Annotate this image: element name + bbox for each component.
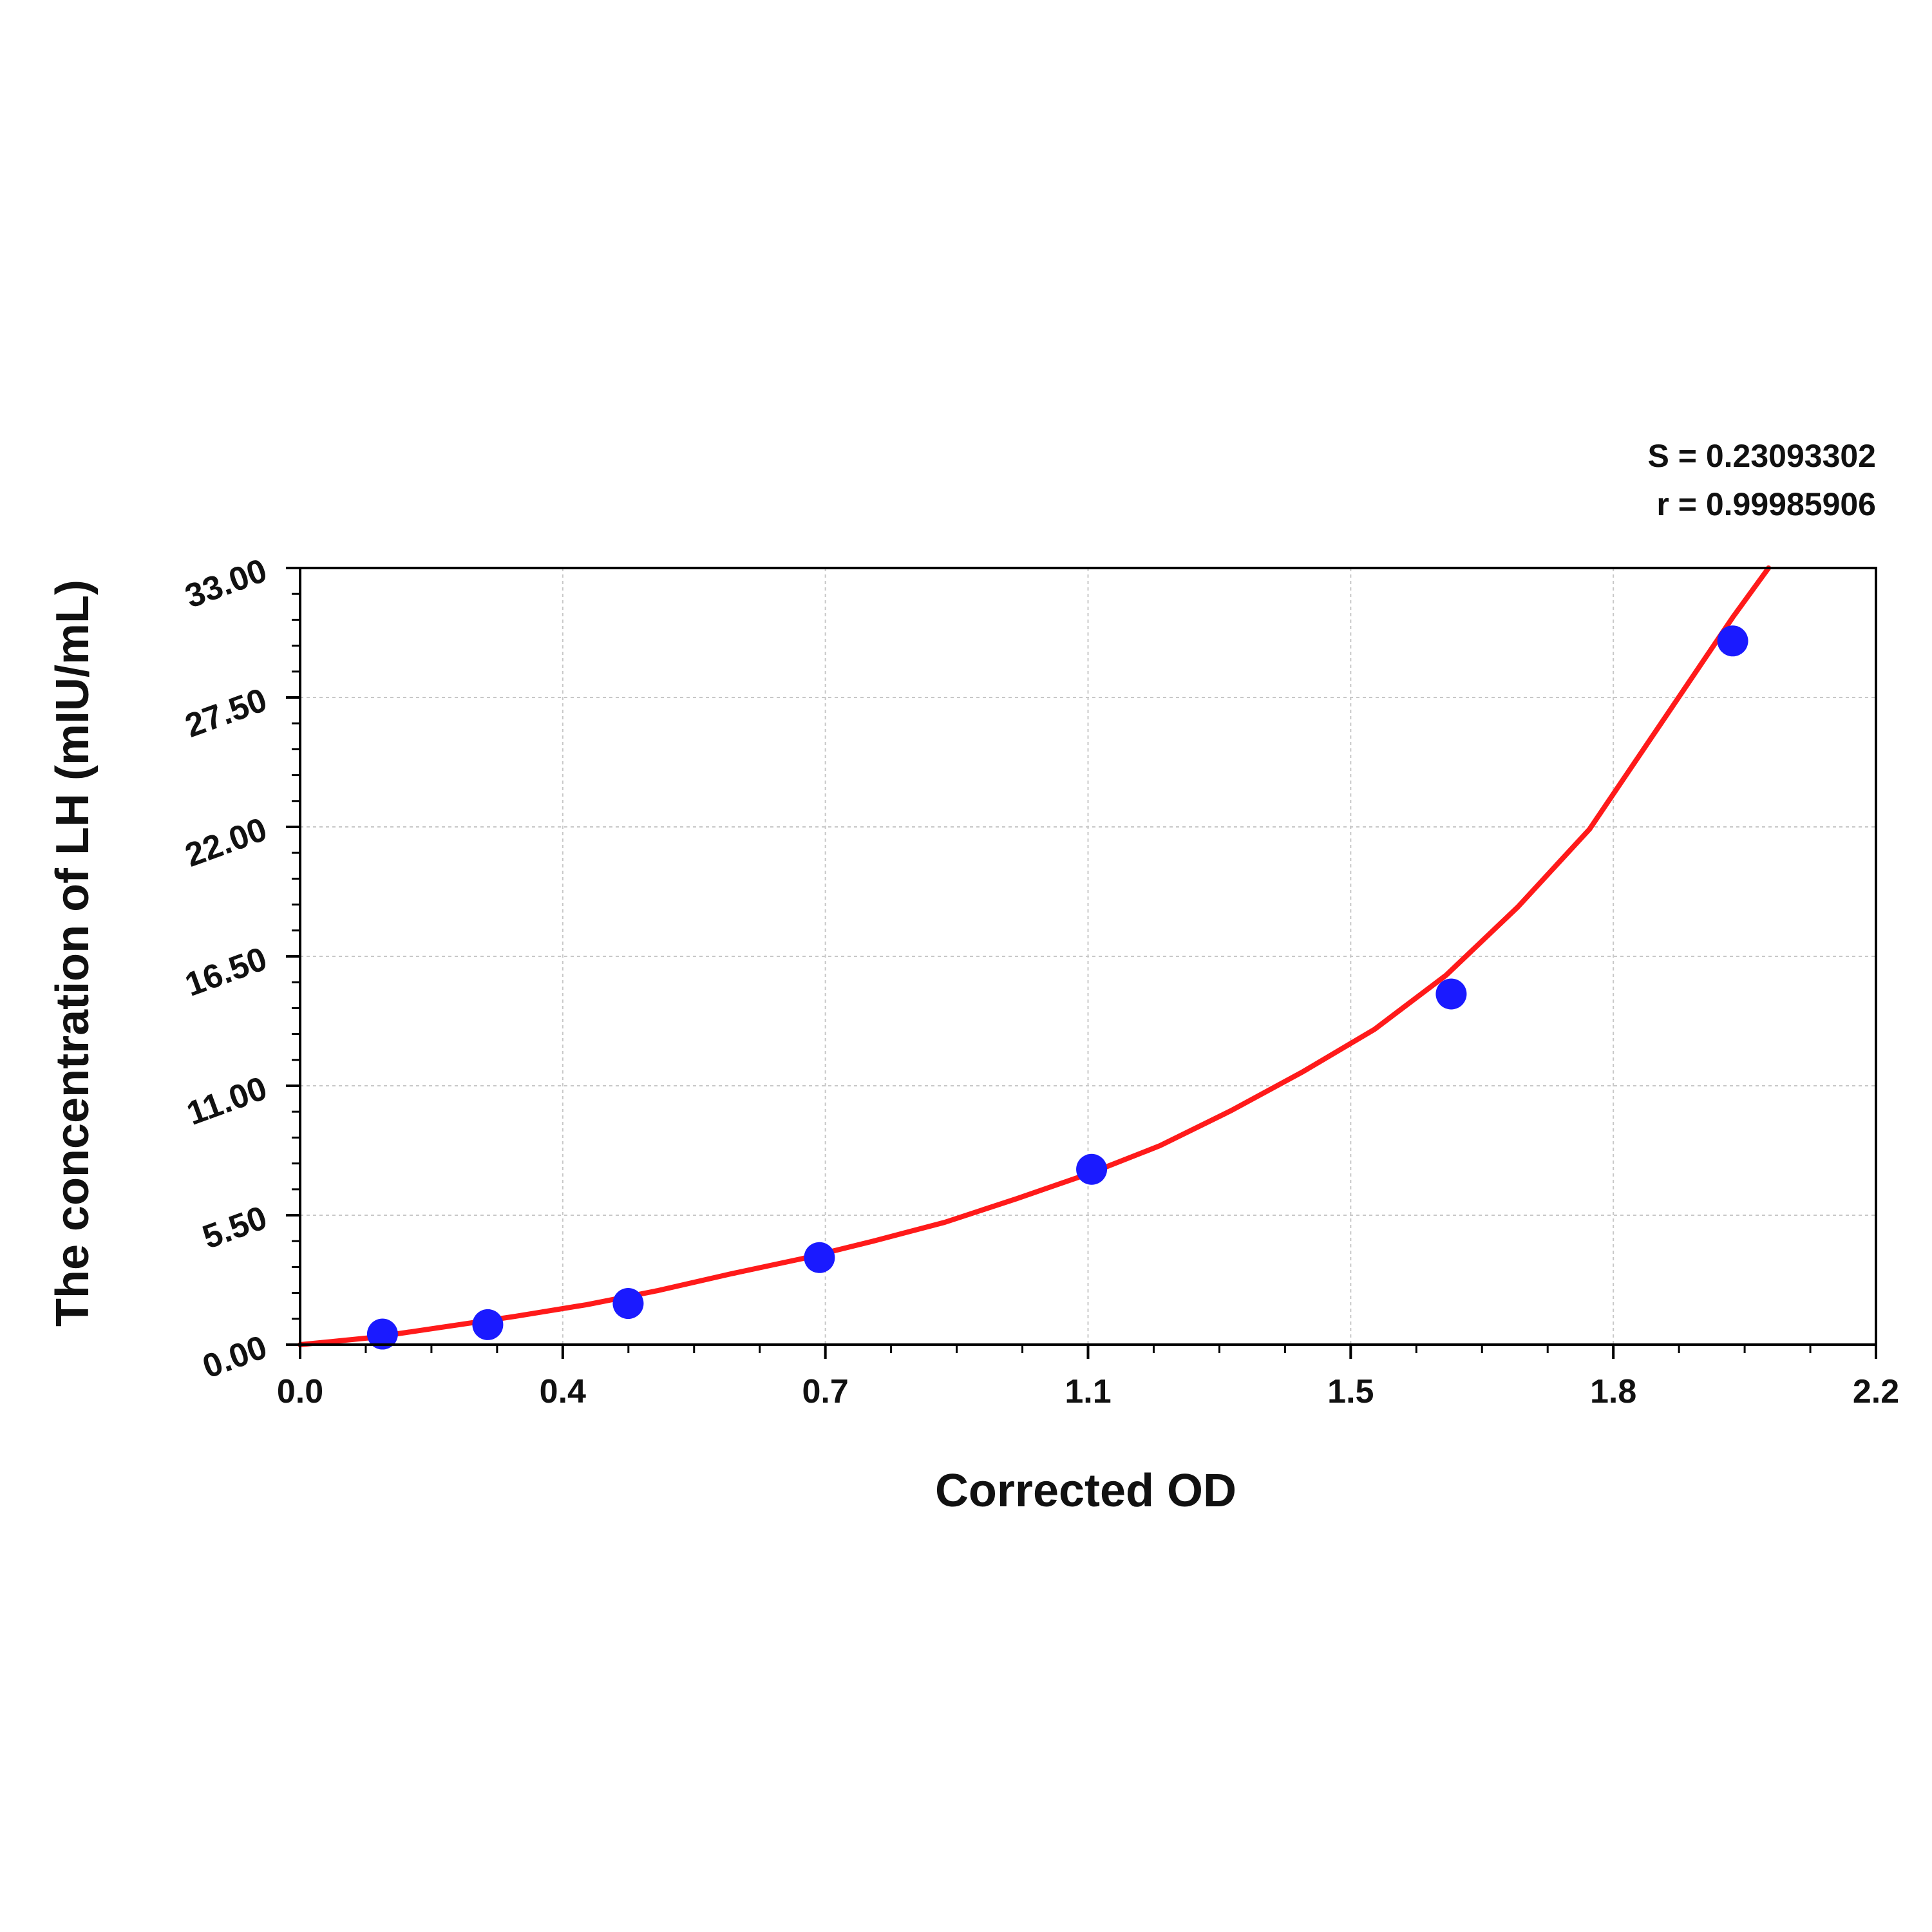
data-point xyxy=(1076,1153,1108,1185)
data-point xyxy=(804,1242,835,1273)
fit-curve-layer xyxy=(298,565,1772,1347)
y-tick-label: 27.50 xyxy=(180,681,272,745)
data-point xyxy=(1435,978,1467,1010)
grid-lines xyxy=(300,568,1876,1345)
y-axis-title: The concentration of LH (mIU/mL) xyxy=(47,580,99,1327)
x-tick-label: 1.1 xyxy=(1065,1373,1111,1410)
data-point xyxy=(1717,625,1748,657)
x-axis-ticks: 0.0 0.4 0.7 1.1 1.5 1.8 2.2 xyxy=(277,1345,1899,1410)
data-point xyxy=(366,1318,398,1350)
x-axis-title: Corrected OD xyxy=(935,1465,1236,1517)
y-tick-label: 33.00 xyxy=(180,552,272,616)
y-tick-label: 5.50 xyxy=(198,1199,272,1256)
x-tick-label: 1.5 xyxy=(1327,1373,1374,1410)
x-tick-label: 1.8 xyxy=(1590,1373,1636,1410)
fit-stat-s: S = 0.23093302 xyxy=(1648,438,1877,474)
data-point xyxy=(472,1309,504,1340)
y-tick-label: 0.00 xyxy=(198,1329,272,1386)
y-tick-label: 16.50 xyxy=(180,940,272,1004)
fit-curve-line xyxy=(298,565,1772,1347)
data-point xyxy=(612,1288,644,1320)
y-axis-ticks: 0.00 5.50 11.00 16.50 22.00 27.50 33.00 xyxy=(180,552,300,1386)
x-tick-label: 0.0 xyxy=(277,1373,323,1410)
fit-stat-r: r = 0.99985906 xyxy=(1656,486,1876,522)
x-tick-label: 0.7 xyxy=(802,1373,849,1410)
y-tick-label: 11.00 xyxy=(182,1070,272,1133)
x-tick-label: 0.4 xyxy=(540,1373,586,1410)
x-tick-label: 2.2 xyxy=(1853,1373,1899,1410)
y-tick-label: 22.00 xyxy=(180,811,272,875)
data-points-layer xyxy=(366,625,1748,1350)
